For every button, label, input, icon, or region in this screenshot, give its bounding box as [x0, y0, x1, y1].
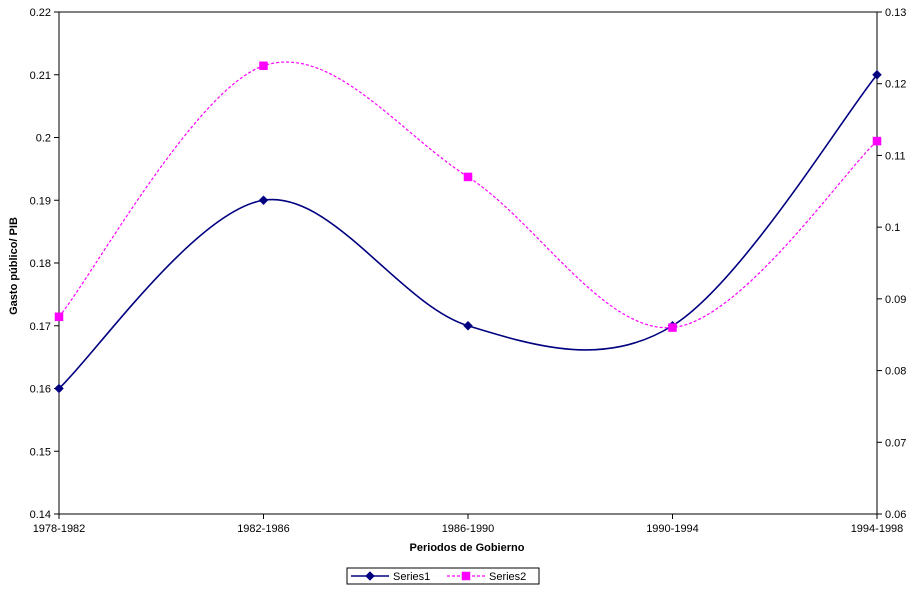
series-2-point — [463, 172, 473, 182]
series-1-point — [54, 383, 64, 394]
x-axis-title: Periodos de Gobierno — [410, 542, 525, 554]
series-2-point — [54, 312, 64, 322]
legend-label: Series2 — [489, 571, 526, 583]
x-tick-label: 1978-1982 — [33, 523, 86, 535]
legend-swatch-marker — [461, 571, 471, 581]
y2-tick-label: 0.1 — [885, 222, 900, 234]
series-1-line — [58, 74, 878, 390]
axes-layer — [58, 11, 878, 515]
y-tick-label: 0.22 — [30, 7, 51, 19]
series-2-point — [872, 136, 882, 146]
series-1-point — [872, 69, 882, 80]
legend: Series1 Series2 — [346, 567, 540, 585]
series-1-point — [258, 195, 269, 206]
y2-tick-label: 0.09 — [885, 294, 906, 306]
series-2-group — [54, 61, 882, 332]
plot-frame — [58, 11, 878, 515]
y-tick-label: 0.18 — [30, 258, 51, 270]
legend-label: Series1 — [393, 571, 430, 583]
series-2-line — [58, 61, 878, 329]
y2-tick-label: 0.11 — [885, 150, 906, 162]
legend-swatch-marker — [365, 571, 375, 581]
series-1-group — [54, 69, 882, 394]
x-tick-label: 1982-1986 — [237, 523, 290, 535]
legend-box — [346, 567, 540, 585]
y-tick-label: 0.19 — [30, 195, 51, 207]
ticks-layer: 0.14 0.15 0.16 0.17 0.18 0.19 0.2 0.21 0.22 0.06 0… — [30, 7, 907, 535]
y2-tick-label: 0.08 — [885, 366, 906, 378]
y2-tick-label: 0.07 — [885, 437, 906, 449]
x-tick-label: 1990-1994 — [646, 523, 699, 535]
series-layer — [54, 61, 882, 394]
series-2-point — [259, 61, 268, 71]
y2-tick-label: 0.06 — [885, 509, 906, 521]
y-tick-label: 0.15 — [30, 446, 51, 458]
y-tick-label: 0.16 — [30, 384, 51, 396]
x-tick-label: 1994-1998 — [851, 523, 904, 535]
y2-tick-label: 0.13 — [885, 7, 906, 19]
y-axis-title: Gasto público/ PIB — [8, 217, 20, 315]
series-2-point — [668, 323, 677, 332]
x-tick-label: 1986-1990 — [442, 523, 495, 535]
y-tick-label: 0.14 — [30, 509, 51, 521]
y-tick-label: 0.17 — [30, 321, 51, 333]
series-1-point — [463, 320, 473, 331]
y-tick-label: 0.2 — [36, 133, 51, 145]
y-tick-label: 0.21 — [30, 70, 51, 82]
y2-tick-label: 0.12 — [885, 79, 906, 91]
